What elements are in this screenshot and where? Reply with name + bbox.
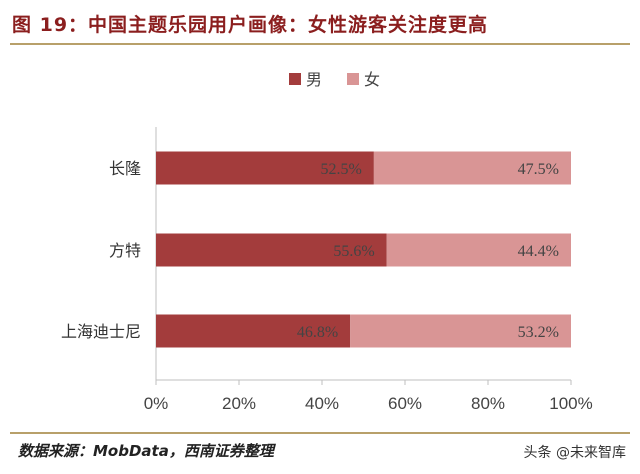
data-label-1-1: 44.4% — [518, 243, 559, 260]
bar-0-1 — [373, 151, 571, 185]
top-rule — [10, 43, 630, 45]
x-tick-label-5: 100% — [549, 394, 592, 413]
data-label-2-1: 53.2% — [518, 324, 559, 341]
data-label-2-0: 46.8% — [297, 324, 338, 341]
watermark: 头条 @未来智库 — [523, 445, 626, 461]
bar-2-0 — [156, 314, 351, 348]
x-tick-label-4: 80% — [471, 394, 505, 413]
x-tick-label-1: 20% — [222, 394, 256, 413]
data-label-1-0: 55.6% — [333, 243, 374, 260]
x-tick-label-0: 0% — [144, 394, 169, 413]
legend-label-0: 男 — [306, 70, 322, 89]
data-label-0-1: 47.5% — [518, 161, 559, 178]
category-label-0: 长隆 — [109, 159, 141, 178]
source-note: 数据来源：MobData，西南证券整理 — [18, 442, 274, 460]
figure-title: 图 19：中国主题乐园用户画像：女性游客关注度更高 — [12, 14, 489, 36]
bar-1-0 — [156, 233, 387, 267]
data-label-0-0: 52.5% — [321, 161, 362, 178]
category-label-2: 上海迪士尼 — [61, 322, 141, 341]
bar-0-0 — [156, 151, 374, 185]
bar-1-1 — [386, 233, 571, 267]
bottom-rule — [10, 432, 630, 434]
legend-label-1: 女 — [364, 70, 380, 89]
x-tick-label-2: 40% — [305, 394, 339, 413]
category-label-1: 方特 — [109, 241, 141, 260]
bar-2-1 — [350, 314, 571, 348]
x-tick-label-3: 60% — [388, 394, 422, 413]
legend-swatch-0 — [289, 73, 301, 85]
legend-swatch-1 — [347, 73, 359, 85]
